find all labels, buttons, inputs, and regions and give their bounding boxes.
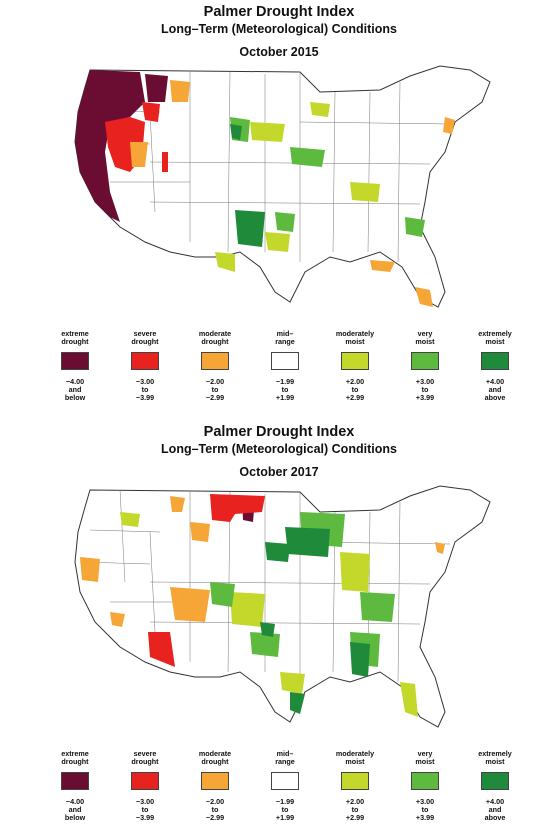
us-outline [74, 485, 491, 728]
region-very-moist [250, 632, 280, 657]
region-extremely-moist [235, 210, 265, 247]
region-moderately-moist [230, 592, 265, 627]
legend-item-extremely-moist: extremely moist +4.00 and above [478, 749, 512, 822]
legend-item-mid-range: mid– range −1.99 to +1.99 [250, 328, 320, 402]
legend-swatch [271, 352, 299, 370]
us-drought-map-2017 [74, 485, 491, 728]
legend-item-mid-range: mid– range −1.99 to +1.99 [250, 748, 320, 822]
legend-swatch [131, 772, 159, 790]
region-extremely-moist [350, 642, 370, 677]
region-extremely-moist [285, 527, 330, 557]
legend-item-severe-drought: severe drought −3.00 to −3.99 [131, 749, 159, 822]
legend-item-severe-drought: severe drought −3.00 to −3.99 [131, 329, 159, 402]
legend-item-extreme-drought: extreme drought −4.00 and below [61, 329, 89, 402]
region-moderate-drought [170, 80, 190, 102]
region-moderate-drought [443, 117, 455, 134]
region-extremely-moist [260, 622, 275, 637]
legend-item-very-moist: very moist +3.00 to +3.99 [390, 748, 460, 822]
region-moderate-drought [190, 522, 210, 542]
legend-2015: extreme drought −4.00 and below severe d… [40, 328, 520, 408]
region-very-moist [360, 592, 395, 622]
legend-item-very-moist: very moist +3.00 to +3.99 [390, 328, 460, 402]
region-moderate-drought [80, 557, 100, 582]
legend-item-extreme-drought: extreme drought −4.00 and below [61, 749, 89, 822]
region-moderate-drought [435, 542, 445, 554]
region-extremely-moist [230, 124, 242, 140]
region-severe-drought [162, 152, 168, 172]
region-very-moist [290, 147, 325, 167]
map-panel-2015: Palmer Drought Index Long–Term (Meteorol… [40, 4, 520, 408]
legend-swatch [201, 772, 229, 790]
map-subtitle: Long–Term (Meteorological) Conditions [161, 442, 397, 456]
legend-item-extremely-moist: extremely moist +4.00 and above [478, 329, 512, 402]
map-date: October 2015 [239, 45, 319, 59]
map-subtitle: Long–Term (Meteorological) Conditions [161, 22, 397, 36]
map-title: Palmer Drought Index [203, 4, 355, 20]
map-panel-2017: Palmer Drought Index Long–Term (Meteorol… [0, 420, 558, 840]
region-moderately-moist [310, 102, 330, 117]
legend-swatch [411, 772, 439, 790]
legend-swatch [341, 352, 369, 370]
region-moderate-drought [370, 260, 395, 272]
region-moderately-moist [215, 252, 235, 272]
region-extreme-drought [75, 70, 145, 222]
region-severe-drought [148, 632, 175, 667]
region-moderately-moist [340, 552, 370, 592]
legend-swatch [481, 772, 509, 790]
map-title: Palmer Drought Index [203, 424, 355, 440]
region-severe-drought [142, 102, 160, 122]
map-date: October 2017 [239, 465, 319, 479]
region-extreme-drought [145, 74, 168, 102]
state-boundaries [79, 489, 451, 683]
region-moderate-drought [415, 287, 433, 307]
region-severe-drought [210, 494, 265, 522]
region-moderately-moist [120, 512, 140, 527]
legend-item-moderate-drought: moderate drought −2.00 to −2.99 [198, 749, 232, 822]
legend-swatch [61, 352, 89, 370]
legend-swatch [481, 352, 509, 370]
legend-swatch [411, 352, 439, 370]
region-extremely-moist [290, 692, 305, 714]
legend-item-moderate-drought: moderate drought −2.00 to −2.99 [198, 329, 232, 402]
region-moderately-moist [280, 672, 305, 694]
region-moderately-moist [400, 682, 418, 717]
region-moderate-drought [110, 612, 125, 627]
legend-swatch [271, 772, 299, 790]
legend-2017: extreme drought −4.00 and below severe d… [40, 748, 520, 828]
legend-item-moderately-moist: moderately moist +2.00 to +2.99 [335, 329, 375, 402]
us-outline [74, 65, 491, 308]
us-drought-map-2015 [74, 65, 491, 308]
region-moderately-moist [350, 182, 380, 202]
region-moderate-drought [170, 496, 185, 512]
legend-swatch [131, 352, 159, 370]
region-moderate-drought [130, 142, 148, 167]
region-moderate-drought [170, 587, 210, 622]
legend-item-moderately-moist: moderately moist +2.00 to +2.99 [335, 749, 375, 822]
legend-swatch [341, 772, 369, 790]
legend-swatch [201, 352, 229, 370]
region-moderately-moist [265, 232, 290, 252]
region-very-moist [210, 582, 235, 607]
legend-swatch [61, 772, 89, 790]
region-extremely-moist [265, 542, 290, 562]
region-very-moist [405, 217, 425, 237]
region-moderately-moist [250, 122, 285, 142]
region-very-moist [275, 212, 295, 232]
